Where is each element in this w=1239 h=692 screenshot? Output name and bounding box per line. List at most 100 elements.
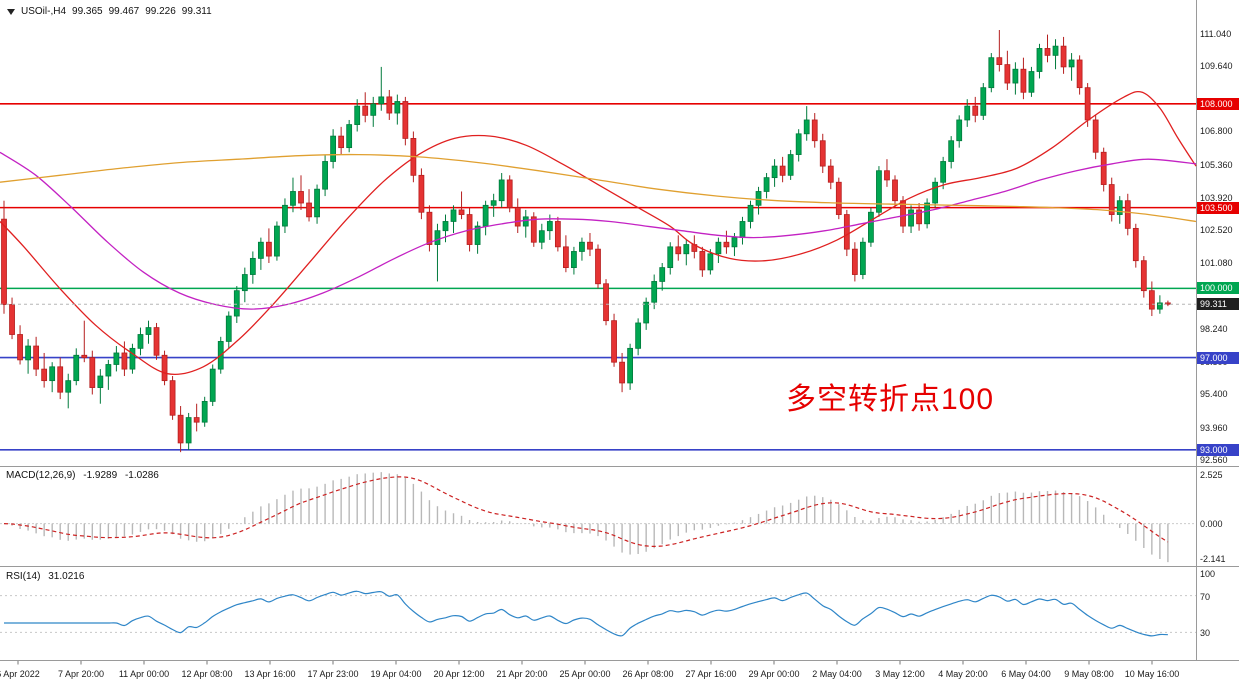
candle-body [651, 281, 658, 303]
rsi-value: 31.0216 [48, 571, 85, 582]
candle-body [346, 124, 353, 149]
candle-body [121, 352, 128, 370]
candle-body [73, 354, 80, 382]
candle-body [795, 133, 802, 155]
candle-body [57, 366, 64, 393]
candle-body [835, 181, 842, 215]
candle-body [338, 135, 345, 149]
macd-indicator-label: MACD(12,26,9) -1.9289 -1.0286 [6, 470, 164, 481]
candle-body [530, 216, 537, 243]
candle-body [819, 140, 826, 167]
candle-body [1165, 302, 1171, 305]
candle-body [282, 204, 288, 227]
candle-body [763, 177, 770, 192]
candle-body [739, 221, 746, 239]
ma-fast-red [0, 90, 1197, 376]
candle-body [932, 181, 939, 204]
ohlc-open: 99.365 [72, 6, 103, 17]
time-axis[interactable] [0, 662, 1196, 692]
candle-body [747, 204, 754, 222]
candle-body [1044, 48, 1051, 56]
candle-body [1156, 302, 1163, 310]
candle-body [884, 170, 890, 181]
candle-body [803, 119, 810, 135]
candle-body [330, 135, 337, 162]
candle-body [225, 315, 232, 342]
rsi-name: RSI(14) [6, 571, 41, 582]
candle-body [876, 170, 882, 213]
candle-body [322, 161, 328, 190]
candle-body [892, 179, 898, 202]
candle-body [65, 380, 72, 393]
candle-body [145, 327, 152, 335]
candle-body [33, 345, 40, 370]
candle-body [1076, 59, 1083, 89]
candle-body [851, 248, 858, 275]
candle-body [298, 191, 304, 204]
candle-body [988, 57, 995, 89]
candle-body [1116, 200, 1123, 215]
candle-body [498, 179, 505, 202]
candle-body [683, 244, 690, 255]
candle-body [779, 165, 786, 176]
price-axis[interactable] [1197, 0, 1239, 660]
candle-body [595, 248, 601, 285]
candle-body [1140, 260, 1147, 292]
candle-body [916, 209, 922, 225]
candle-body [314, 188, 320, 218]
candle-body [354, 105, 361, 125]
ohlc-low: 99.226 [145, 6, 176, 17]
candle-body [659, 267, 666, 282]
annotation-text[interactable]: 多空转折点100 [786, 383, 995, 416]
candle-body [627, 347, 633, 384]
candle-body [97, 375, 104, 388]
candle-body [635, 322, 642, 349]
candle-body [611, 320, 617, 363]
candle-body [603, 283, 609, 322]
candle-body [980, 87, 987, 116]
candle-body [209, 368, 216, 402]
candle-body [426, 211, 433, 245]
macd-signal-line [3, 476, 1169, 548]
candle-body [177, 414, 184, 444]
candle-body [723, 241, 730, 248]
candle-body [924, 202, 930, 225]
candle-body [153, 327, 160, 356]
candle-body [418, 174, 425, 213]
candle-body [1100, 151, 1107, 185]
candle-body [306, 202, 312, 218]
candle-body [233, 290, 240, 317]
candle-body [546, 221, 553, 232]
rsi-indicator-label: RSI(14) 31.0216 [6, 571, 89, 582]
candle-body [1036, 48, 1043, 72]
candle-body [514, 207, 521, 227]
candle-body [1060, 45, 1067, 68]
ohlc-high: 99.467 [108, 6, 140, 17]
candle-body [579, 241, 585, 252]
candle-body [1108, 184, 1115, 215]
candle-body [9, 304, 15, 335]
candle-body [266, 241, 272, 257]
candle-body [843, 214, 850, 250]
candle-body [619, 361, 625, 384]
candle-body [257, 241, 264, 259]
candle-body [274, 225, 280, 257]
candle-body [434, 230, 441, 245]
candle-body [643, 301, 650, 324]
candle-body [490, 200, 497, 206]
macd-name: MACD(12,26,9) [6, 470, 76, 481]
candle-body [699, 251, 706, 271]
candle-body [89, 357, 96, 388]
candle-body [1020, 68, 1027, 93]
candle-body [755, 191, 762, 206]
candle-body [940, 161, 947, 183]
candle-body [522, 216, 529, 227]
candle-body [538, 230, 545, 243]
candle-body [707, 253, 714, 271]
candle-body [1068, 59, 1075, 68]
candle-body [964, 105, 971, 121]
candle-body [811, 119, 818, 142]
candle-body [827, 165, 834, 183]
